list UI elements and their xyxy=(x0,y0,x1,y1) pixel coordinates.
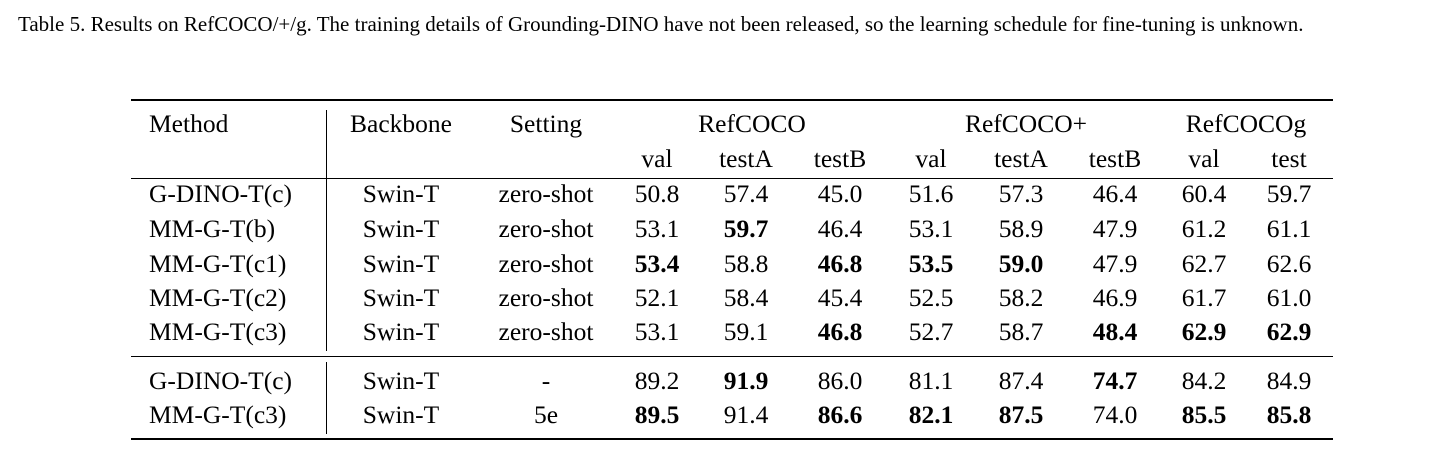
row-setting: zero-shot xyxy=(498,249,594,278)
row-value: 53.5 xyxy=(908,249,954,278)
row-value: 91.4 xyxy=(723,400,769,429)
row-value: 58.9 xyxy=(998,214,1044,243)
row-method: MM-G-T(b) xyxy=(149,214,276,243)
method-separator-upper xyxy=(326,110,327,351)
row-value: 45.0 xyxy=(817,179,863,208)
row-value: 58.7 xyxy=(998,317,1044,346)
row-value: 61.1 xyxy=(1266,214,1312,243)
header-group-refcocog: RefCOCOg xyxy=(1185,109,1307,138)
row-value: 62.7 xyxy=(1181,249,1227,278)
row-value: 46.9 xyxy=(1092,283,1138,312)
row-value: 47.9 xyxy=(1092,214,1138,243)
row-setting: - xyxy=(541,366,551,395)
row-value: 47.9 xyxy=(1092,249,1138,278)
header-subcol: testA xyxy=(719,144,773,173)
row-value: 58.4 xyxy=(723,283,769,312)
row-value: 59.7 xyxy=(723,214,769,243)
row-backbone: Swin-T xyxy=(362,283,440,312)
row-method: MM-G-T(c3) xyxy=(149,400,287,429)
row-backbone: Swin-T xyxy=(362,179,440,208)
header-backbone: Backbone xyxy=(350,109,452,138)
row-value: 74.0 xyxy=(1092,400,1138,429)
header-method: Method xyxy=(149,109,229,138)
row-setting: zero-shot xyxy=(498,214,594,243)
row-setting: zero-shot xyxy=(498,179,594,208)
row-value: 53.1 xyxy=(908,214,954,243)
row-value: 46.8 xyxy=(817,317,863,346)
row-value: 48.4 xyxy=(1092,317,1138,346)
header-subcol: testA xyxy=(994,144,1048,173)
table-caption: Table 5. Results on RefCOCO/+/g. The tra… xyxy=(18,12,1304,36)
row-value: 58.8 xyxy=(723,249,769,278)
row-value: 45.4 xyxy=(817,283,863,312)
row-value: 46.8 xyxy=(817,249,863,278)
row-backbone: Swin-T xyxy=(362,400,440,429)
row-value: 87.4 xyxy=(998,366,1044,395)
row-method: MM-G-T(c2) xyxy=(149,283,287,312)
header-setting: Setting xyxy=(509,109,583,138)
row-value: 84.9 xyxy=(1266,366,1312,395)
row-value: 53.1 xyxy=(634,317,680,346)
row-method: G-DINO-T(c) xyxy=(149,179,293,208)
row-method: MM-G-T(c3) xyxy=(149,317,287,346)
row-value: 62.9 xyxy=(1266,317,1312,346)
row-value: 61.2 xyxy=(1181,214,1227,243)
row-value: 87.5 xyxy=(998,400,1044,429)
row-value: 61.0 xyxy=(1266,283,1312,312)
row-backbone: Swin-T xyxy=(362,214,440,243)
header-subcol: val xyxy=(641,144,673,173)
row-value: 53.4 xyxy=(634,249,680,278)
row-value: 58.2 xyxy=(998,283,1044,312)
row-value: 46.4 xyxy=(817,214,863,243)
row-value: 74.7 xyxy=(1092,366,1138,395)
header-rule xyxy=(131,178,1333,179)
row-value: 62.9 xyxy=(1181,317,1227,346)
method-separator-lower xyxy=(326,362,327,434)
row-value: 85.5 xyxy=(1181,400,1227,429)
row-value: 60.4 xyxy=(1181,179,1227,208)
row-value: 84.2 xyxy=(1181,366,1227,395)
row-value: 57.3 xyxy=(998,179,1044,208)
row-backbone: Swin-T xyxy=(362,249,440,278)
row-value: 53.1 xyxy=(634,214,680,243)
row-value: 89.2 xyxy=(634,366,680,395)
row-value: 89.5 xyxy=(634,400,680,429)
header-subcol: val xyxy=(1188,144,1220,173)
header-subcol: val xyxy=(915,144,947,173)
row-value: 50.8 xyxy=(634,179,680,208)
header-subcol: test xyxy=(1271,144,1307,173)
row-method: MM-G-T(c1) xyxy=(149,249,287,278)
row-value: 52.5 xyxy=(908,283,954,312)
row-setting: zero-shot xyxy=(498,317,594,346)
row-value: 91.9 xyxy=(723,366,769,395)
row-value: 82.1 xyxy=(908,400,954,429)
row-setting: zero-shot xyxy=(498,283,594,312)
row-backbone: Swin-T xyxy=(362,366,440,395)
header-group-refcoco: RefCOCO xyxy=(698,109,806,138)
row-value: 52.7 xyxy=(908,317,954,346)
row-value: 59.0 xyxy=(998,249,1044,278)
row-value: 59.7 xyxy=(1266,179,1312,208)
row-value: 57.4 xyxy=(723,179,769,208)
row-value: 51.6 xyxy=(908,179,954,208)
row-value: 61.7 xyxy=(1181,283,1227,312)
row-value: 81.1 xyxy=(908,366,954,395)
row-value: 86.0 xyxy=(817,366,863,395)
header-subcol: testB xyxy=(813,144,867,173)
row-setting: 5e xyxy=(533,400,559,429)
top-rule xyxy=(131,99,1333,101)
row-method: G-DINO-T(c) xyxy=(149,366,293,395)
row-value: 86.6 xyxy=(817,400,863,429)
section-rule xyxy=(131,356,1333,357)
row-value: 52.1 xyxy=(634,283,680,312)
row-backbone: Swin-T xyxy=(362,317,440,346)
row-value: 85.8 xyxy=(1266,400,1312,429)
row-value: 46.4 xyxy=(1092,179,1138,208)
header-subcol: testB xyxy=(1088,144,1142,173)
row-value: 62.6 xyxy=(1266,249,1312,278)
bottom-rule xyxy=(131,438,1333,440)
header-group-refcoco: RefCOCO+ xyxy=(964,109,1088,138)
row-value: 59.1 xyxy=(723,317,769,346)
